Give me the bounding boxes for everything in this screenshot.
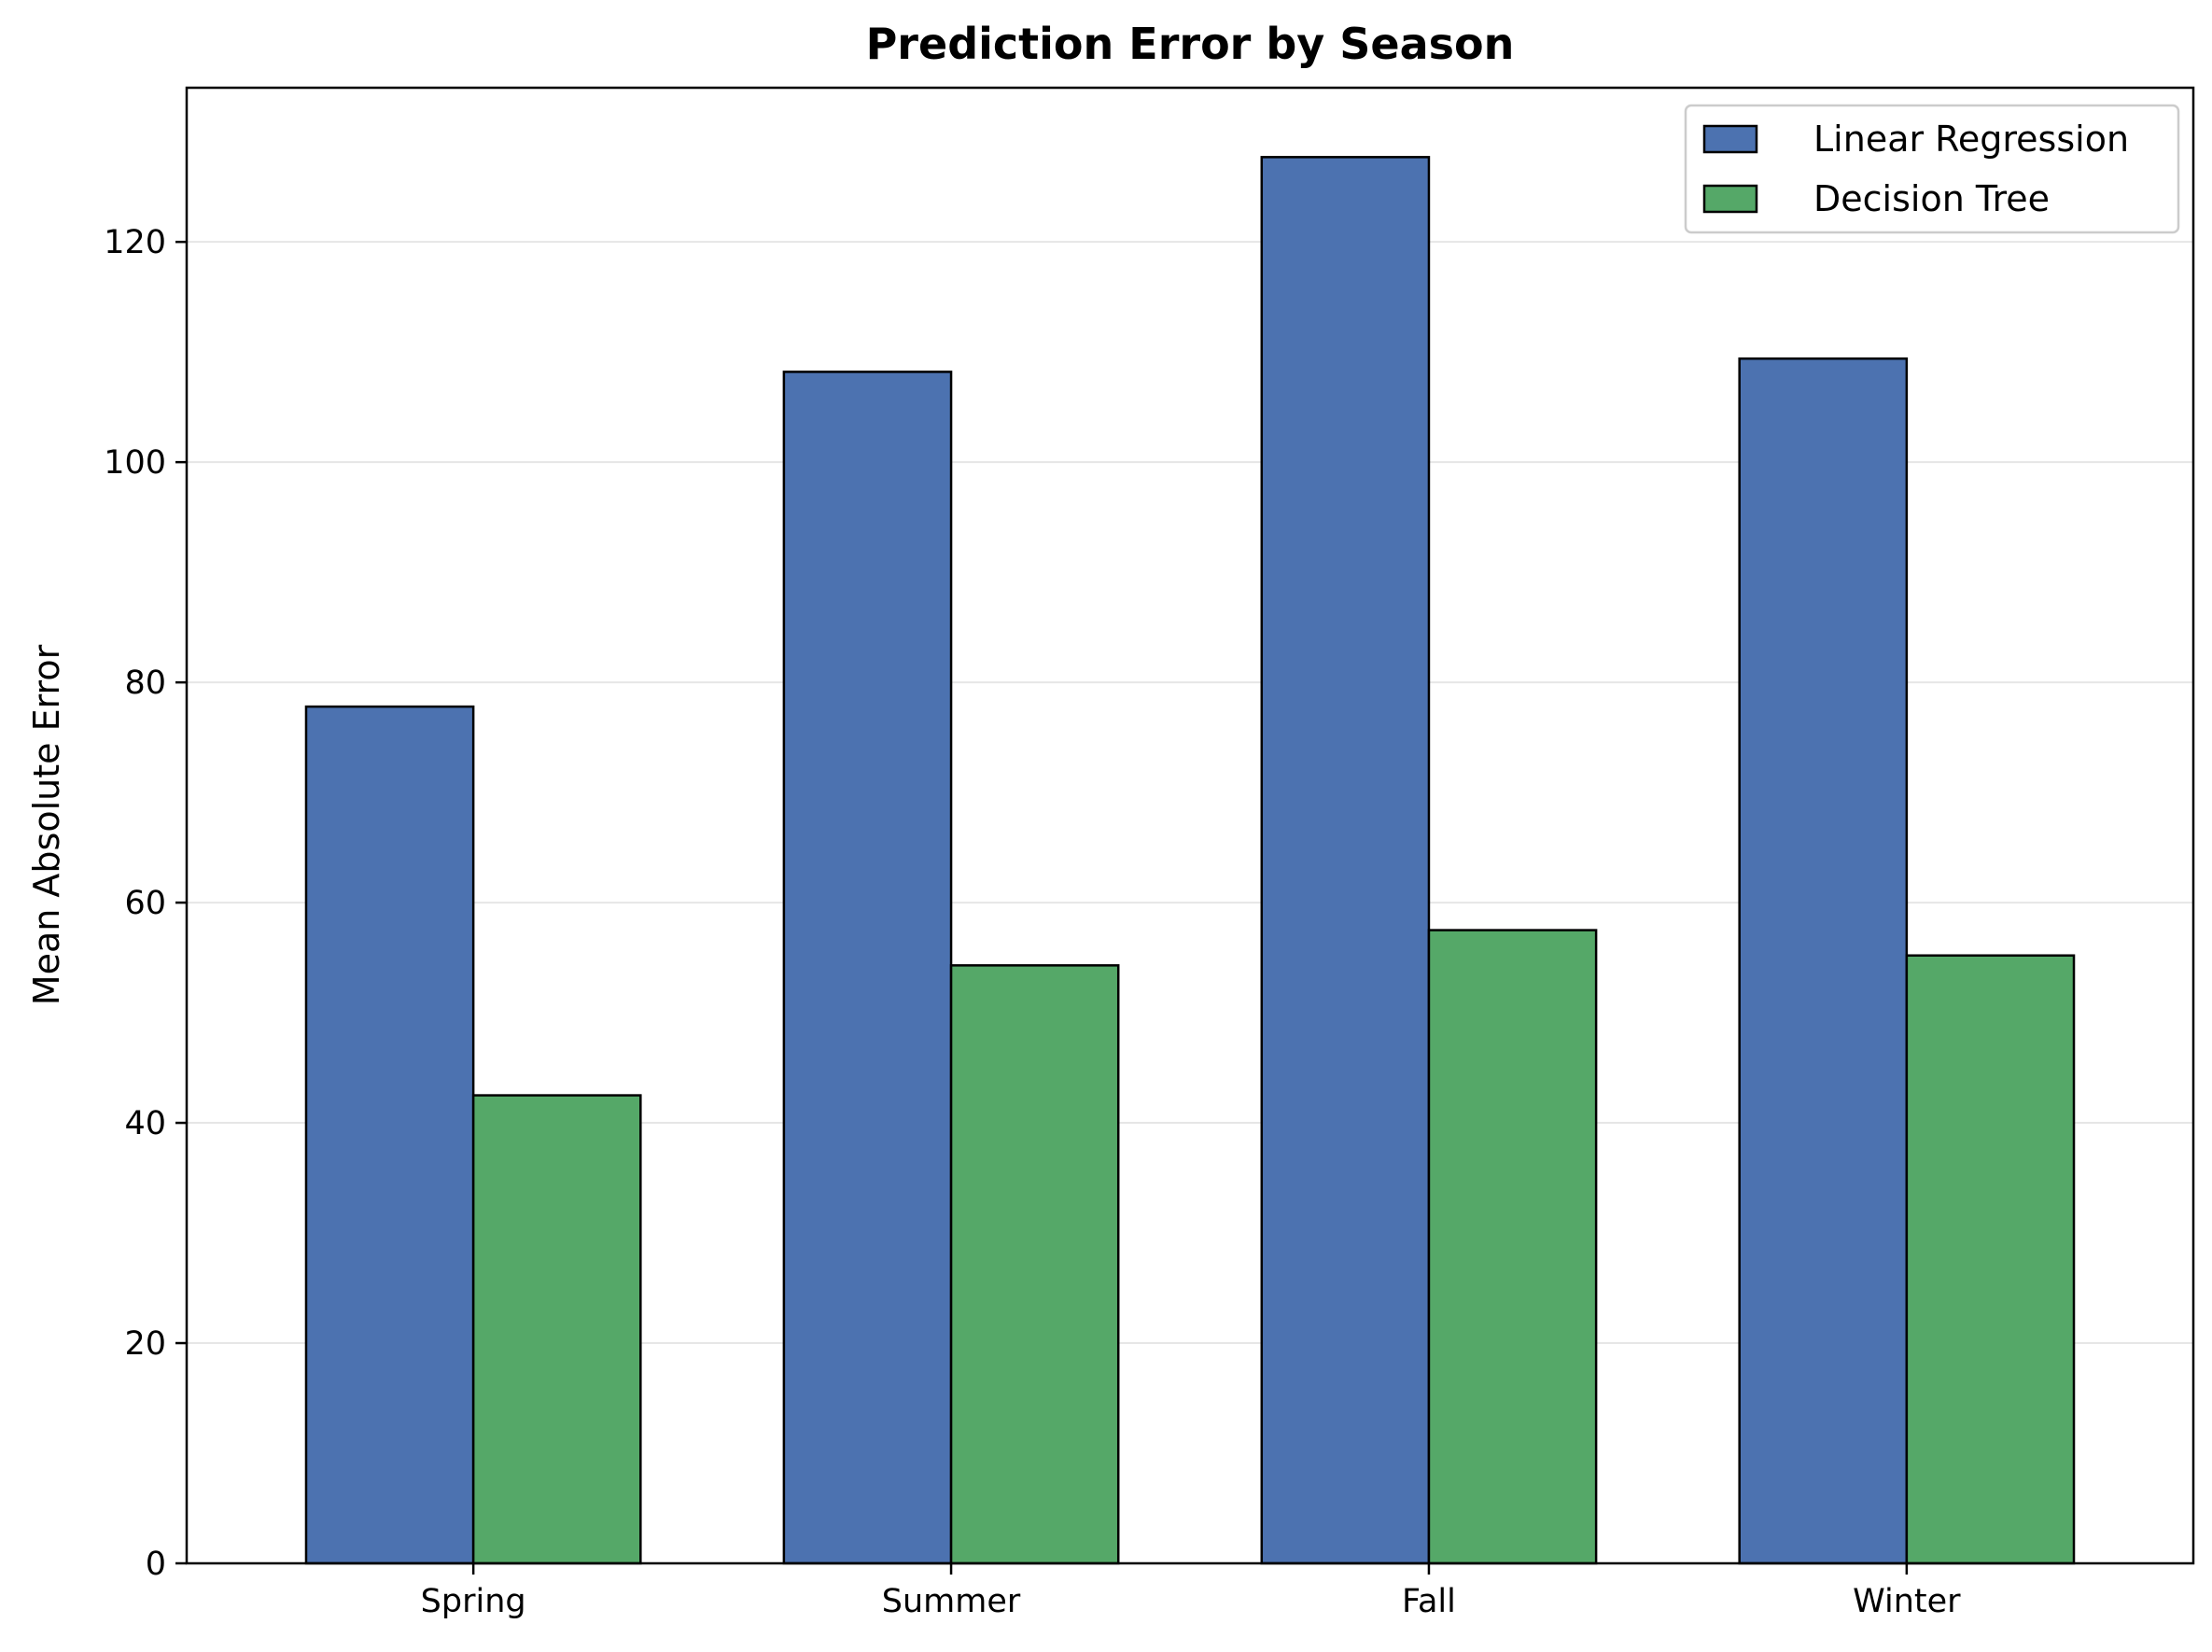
y-tick-label-20: 20 (124, 1325, 166, 1363)
bar-linear-regression-summer (782, 371, 953, 1565)
legend: Linear Regression Decision Tree (1684, 104, 2180, 234)
legend-swatch-linear-regression (1702, 124, 1758, 154)
x-tick-label-summer: Summer (882, 1583, 1021, 1620)
legend-frame (1684, 104, 2180, 234)
chart-title: Prediction Error by Season (866, 19, 1515, 69)
bar-linear-regression-winter (1738, 357, 1909, 1565)
bars (304, 156, 2076, 1565)
axes: 0 20 40 60 80 100 120 Spring Summer Fall Winter (104, 224, 1961, 1620)
bar-decision-tree-winter (1905, 954, 2076, 1565)
legend-label-linear-regression: Linear Regression (1813, 119, 2129, 160)
legend-swatch-decision-tree (1702, 184, 1758, 214)
bar-decision-tree-summer (949, 964, 1120, 1565)
x-tick-label-spring: Spring (421, 1583, 526, 1620)
bar-linear-regression-fall (1260, 156, 1431, 1565)
legend-label-decision-tree: Decision Tree (1813, 178, 2050, 219)
x-tick-label-winter: Winter (1853, 1583, 1961, 1620)
plot-frame (185, 86, 2195, 1565)
y-tick-label-120: 120 (104, 224, 166, 261)
y-tick-label-100: 100 (104, 444, 166, 482)
bar-decision-tree-fall (1427, 929, 1598, 1565)
bar-decision-tree-spring (471, 1094, 642, 1565)
y-tick-label-60: 60 (124, 885, 166, 922)
x-tick-label-fall: Fall (1402, 1583, 1456, 1620)
y-tick-label-40: 40 (124, 1105, 166, 1142)
y-tick-label-80: 80 (124, 665, 166, 702)
bar-linear-regression-spring (304, 705, 475, 1565)
y-tick-label-0: 0 (146, 1546, 166, 1583)
y-axis-label: Mean Absolute Error (26, 644, 67, 1005)
